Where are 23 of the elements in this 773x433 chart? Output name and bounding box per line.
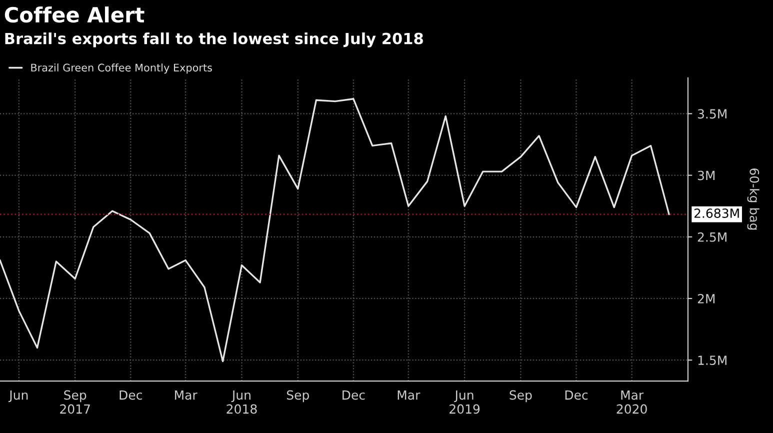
- x-tick-label: Mar 2020: [616, 390, 647, 414]
- y-tick-label: 1.5M: [698, 356, 726, 366]
- y-tick-label: 3.5M: [698, 109, 726, 119]
- chart-title: Coffee Alert: [4, 6, 144, 23]
- x-tick-label: Sep: [286, 390, 309, 402]
- x-tick-label: Sep 2017: [60, 390, 90, 414]
- x-tick-label: Mar: [398, 390, 420, 400]
- x-tick-label: Jun 2019: [450, 390, 480, 414]
- x-tick-label: Sep: [510, 390, 532, 402]
- x-tick-label: Jun: [8, 390, 28, 402]
- y-axis-title: 60-kg bag: [747, 168, 760, 230]
- legend-label: Brazil Green Coffee Montly Exports: [31, 64, 212, 74]
- chart-subtitle: Brazil's exports fall to the lowest since July 2018: [5, 32, 423, 48]
- y-tick-label: 2.5M: [698, 232, 726, 242]
- x-tick-label: Dec: [120, 390, 142, 400]
- x-tick-label: Mar: [175, 390, 198, 400]
- ref-line-label: 2.683M: [694, 208, 739, 218]
- x-tick-label: Jun 2018: [226, 390, 257, 414]
- line-series: [0, 98, 670, 362]
- x-tick-label: Dec: [565, 390, 588, 400]
- y-tick-label: 2M: [698, 294, 715, 304]
- x-tick-label: Dec: [342, 390, 365, 400]
- y-tick-label: 3M: [698, 170, 715, 180]
